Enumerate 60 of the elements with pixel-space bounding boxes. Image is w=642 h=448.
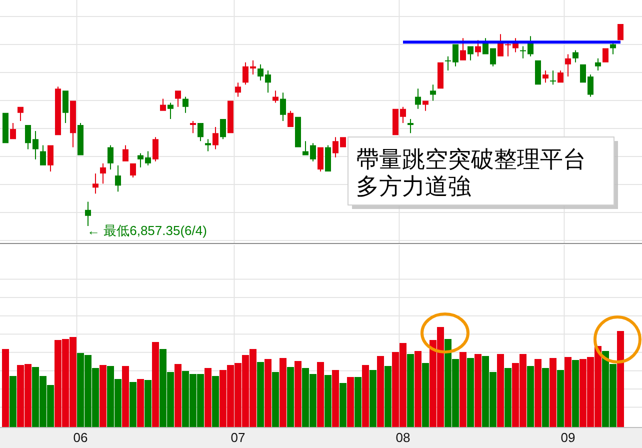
bar	[370, 370, 376, 427]
candlestick	[408, 118, 414, 134]
bar	[122, 366, 129, 427]
candlestick	[190, 120, 196, 134]
bar	[550, 358, 556, 427]
bar	[287, 367, 294, 427]
candlestick	[468, 46, 474, 60]
bar	[317, 362, 324, 427]
bar	[332, 370, 339, 427]
bar	[130, 382, 136, 427]
bar	[564, 357, 572, 427]
bar	[100, 365, 106, 427]
candlestick	[550, 70, 556, 85]
x-tick-label: 06	[73, 430, 88, 445]
bar	[2, 349, 9, 427]
bar	[474, 354, 482, 427]
bar	[504, 368, 512, 427]
annotation: 帶量跳空突破整理平台	[356, 147, 586, 172]
bar	[280, 358, 286, 427]
bar	[144, 380, 152, 427]
bar	[137, 379, 144, 427]
candlestick	[205, 139, 211, 152]
x-tick-label: 08	[396, 430, 410, 445]
bar	[324, 375, 332, 427]
bar	[527, 366, 534, 427]
candlestick	[92, 173, 98, 194]
candlestick	[415, 88, 421, 109]
bar	[557, 370, 564, 427]
bar	[294, 361, 302, 427]
bar	[384, 366, 392, 427]
x-tick-label: 09	[560, 430, 576, 445]
bar	[414, 351, 422, 427]
bar	[407, 354, 414, 427]
annotation: ← 最低6,857.35(6/4)	[87, 223, 207, 238]
bar	[542, 368, 549, 427]
bar	[377, 356, 384, 427]
candlestick	[430, 84, 436, 101]
bar	[354, 377, 362, 427]
candlestick	[182, 96, 188, 113]
bar	[272, 372, 279, 427]
bar	[362, 365, 369, 427]
bar	[572, 360, 579, 427]
bar	[460, 352, 466, 427]
annotation: 多方力道強	[356, 174, 471, 199]
bar	[617, 331, 624, 427]
bar	[422, 363, 429, 427]
bar	[10, 376, 16, 427]
bar	[347, 377, 354, 427]
bar	[340, 383, 346, 427]
bar	[204, 368, 212, 427]
bar	[264, 359, 272, 427]
bar	[534, 359, 542, 427]
bar	[174, 364, 182, 427]
bar	[152, 342, 159, 427]
bar	[212, 376, 219, 427]
x-tick-label: 07	[230, 430, 246, 445]
bar	[257, 362, 264, 427]
bar	[467, 358, 474, 427]
candlestick	[272, 90, 278, 103]
bar	[497, 354, 504, 427]
